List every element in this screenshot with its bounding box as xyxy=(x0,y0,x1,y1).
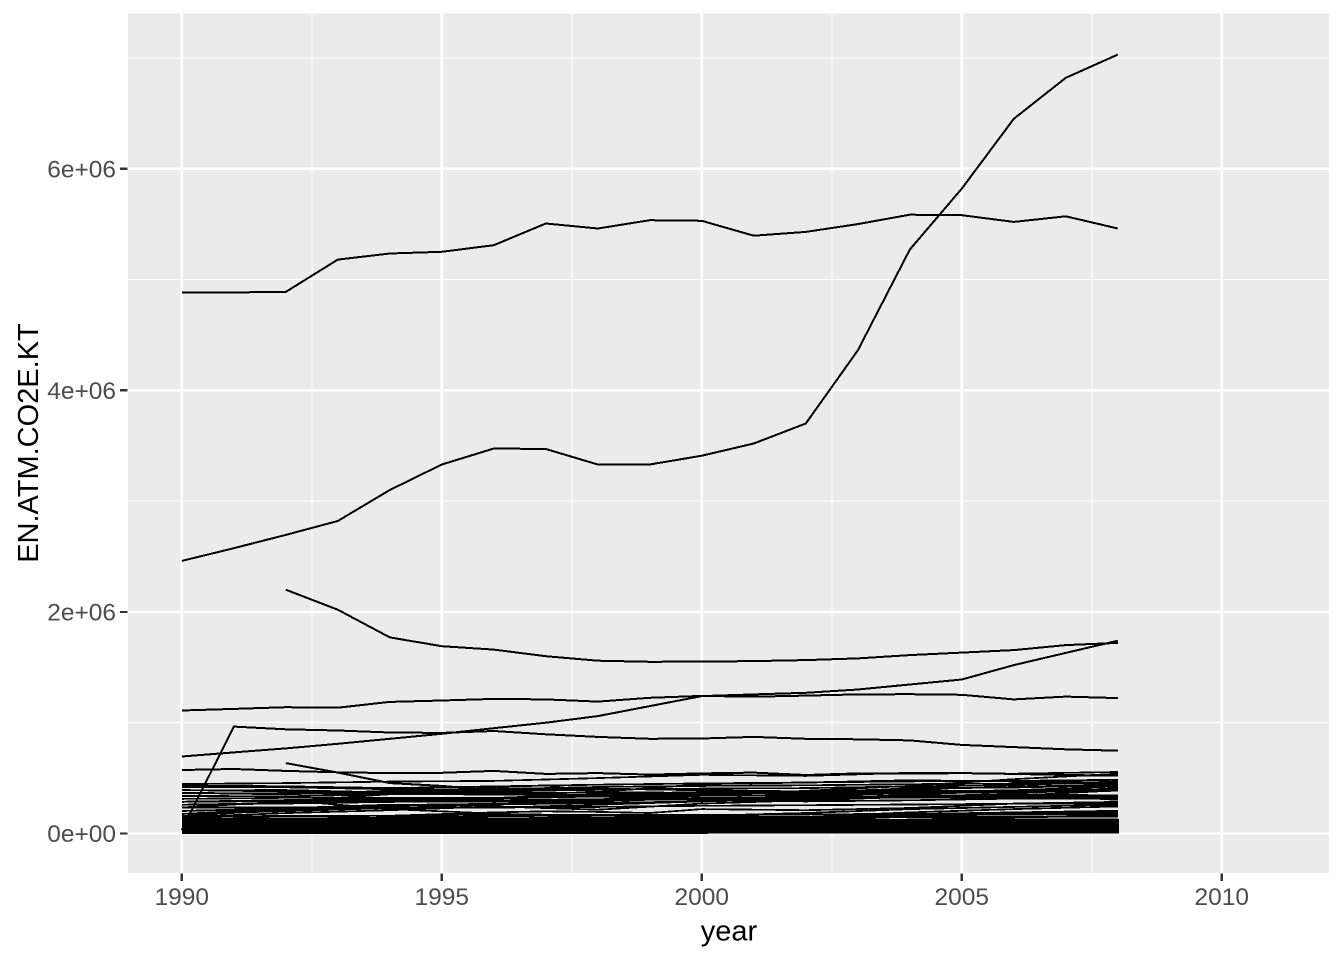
svg-text:1995: 1995 xyxy=(415,884,470,911)
svg-text:2000: 2000 xyxy=(675,884,730,911)
svg-text:2e+06: 2e+06 xyxy=(47,600,116,627)
svg-text:2005: 2005 xyxy=(935,884,990,911)
svg-text:1990: 1990 xyxy=(155,884,210,911)
svg-text:0e+00: 0e+00 xyxy=(47,821,116,848)
svg-text:year: year xyxy=(701,916,758,948)
svg-text:EN.ATM.CO2E.KT: EN.ATM.CO2E.KT xyxy=(13,323,45,563)
svg-text:4e+06: 4e+06 xyxy=(47,378,116,405)
svg-text:2010: 2010 xyxy=(1195,884,1250,911)
svg-text:6e+06: 6e+06 xyxy=(47,156,116,183)
